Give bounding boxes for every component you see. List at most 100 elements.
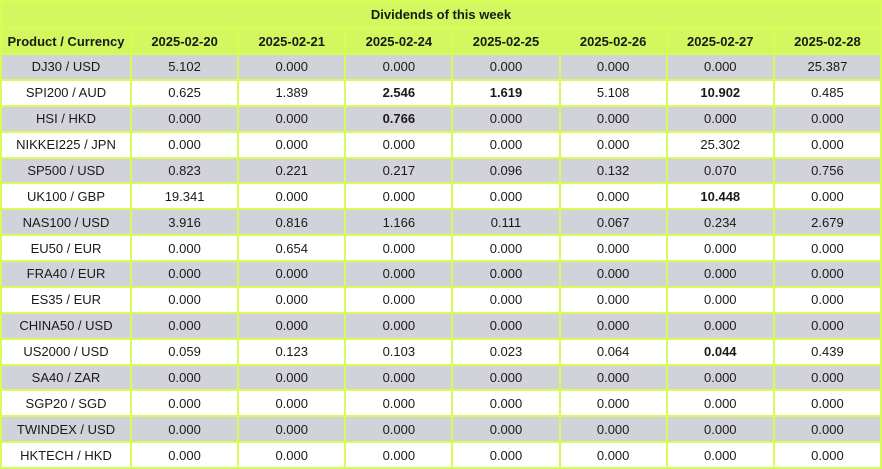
value-cell: 0.000: [558, 389, 668, 418]
value-cell: 0.000: [772, 234, 882, 262]
value-cell: 0.000: [451, 260, 561, 288]
value-cell: 0.000: [451, 441, 561, 469]
product-cell: CHINA50 / USD: [0, 311, 132, 340]
value-cell: 0.000: [558, 285, 668, 314]
value-cell: 0.000: [665, 415, 775, 444]
date-header: 2025-02-25: [451, 27, 561, 55]
value-cell: 0.000: [237, 285, 347, 314]
value-cell: 0.000: [558, 311, 668, 340]
value-cell: 0.044: [665, 337, 775, 366]
value-cell: 0.000: [344, 130, 454, 159]
value-cell: 0.000: [772, 285, 882, 314]
value-cell: 0.064: [558, 337, 668, 366]
value-cell: 0.059: [129, 337, 240, 366]
table-row: HSI / HKD 0.000 0.000 0.766 0.000 0.000 0.000 0…: [0, 104, 882, 133]
title-row: Dividends of this week: [0, 0, 882, 29]
value-cell: 0.217: [344, 156, 454, 185]
table-row: HKTECH / HKD 0.000 0.000 0.000 0.000 0.000 0.0…: [0, 441, 882, 469]
value-cell: 0.000: [558, 130, 668, 159]
value-cell: 0.000: [237, 182, 347, 211]
value-cell: 0.000: [237, 415, 347, 444]
value-cell: 1.166: [344, 208, 454, 237]
value-cell: 0.000: [451, 234, 561, 262]
product-cell: SP500 / USD: [0, 156, 132, 185]
value-cell: 0.000: [344, 234, 454, 262]
value-cell: 0.816: [237, 208, 347, 237]
value-cell: 0.000: [129, 234, 240, 262]
product-cell: HSI / HKD: [0, 104, 132, 133]
table-row: TWINDEX / USD 0.000 0.000 0.000 0.000 0.000 0.…: [0, 415, 882, 444]
value-cell: 0.000: [558, 104, 668, 133]
value-cell: 10.448: [665, 182, 775, 211]
date-header: 2025-02-26: [558, 27, 668, 55]
value-cell: 0.000: [665, 363, 775, 392]
value-cell: 2.679: [772, 208, 882, 237]
value-cell: 0.485: [772, 78, 882, 107]
value-cell: 0.000: [237, 389, 347, 418]
value-cell: 0.000: [129, 363, 240, 392]
value-cell: 0.000: [237, 104, 347, 133]
value-cell: 0.000: [558, 260, 668, 288]
value-cell: 0.000: [665, 311, 775, 340]
value-cell: 0.000: [665, 389, 775, 418]
value-cell: 0.000: [772, 415, 882, 444]
value-cell: 0.000: [129, 104, 240, 133]
product-cell: SGP20 / SGD: [0, 389, 132, 418]
product-cell: TWINDEX / USD: [0, 415, 132, 444]
table-row: DJ30 / USD 5.102 0.000 0.000 0.000 0.000 0.000…: [0, 53, 882, 81]
product-cell: FRA40 / EUR: [0, 260, 132, 288]
value-cell: 0.000: [558, 441, 668, 469]
value-cell: 0.000: [237, 363, 347, 392]
value-cell: 0.000: [772, 182, 882, 211]
value-cell: 0.000: [451, 53, 561, 81]
date-header: 2025-02-24: [344, 27, 454, 55]
table-row: SGP20 / SGD 0.000 0.000 0.000 0.000 0.000 0.00…: [0, 389, 882, 418]
value-cell: 10.902: [665, 78, 775, 107]
value-cell: 0.234: [665, 208, 775, 237]
date-header: 2025-02-28: [772, 27, 882, 55]
value-cell: 0.439: [772, 337, 882, 366]
product-cell: EU50 / EUR: [0, 234, 132, 262]
table-body: DJ30 / USD 5.102 0.000 0.000 0.000 0.000 0.000…: [0, 53, 882, 469]
value-cell: 0.654: [237, 234, 347, 262]
value-cell: 0.000: [451, 363, 561, 392]
value-cell: 0.766: [344, 104, 454, 133]
table-row: SA40 / ZAR 0.000 0.000 0.000 0.000 0.000 0.000…: [0, 363, 882, 392]
product-cell: NAS100 / USD: [0, 208, 132, 237]
value-cell: 0.000: [129, 130, 240, 159]
value-cell: 0.132: [558, 156, 668, 185]
value-cell: 0.625: [129, 78, 240, 107]
value-cell: 0.067: [558, 208, 668, 237]
value-cell: 0.823: [129, 156, 240, 185]
date-header: 2025-02-21: [237, 27, 347, 55]
header-row: Product / Currency 2025-02-20 2025-02-21 2…: [0, 27, 882, 55]
table-row: NIKKEI225 / JPN 0.000 0.000 0.000 0.000 0.000…: [0, 130, 882, 159]
table-row: UK100 / GBP 19.341 0.000 0.000 0.000 0.000 10.…: [0, 182, 882, 211]
value-cell: 0.000: [451, 182, 561, 211]
value-cell: 0.070: [665, 156, 775, 185]
value-cell: 0.111: [451, 208, 561, 237]
value-cell: 0.000: [772, 363, 882, 392]
value-cell: 0.000: [237, 130, 347, 159]
value-cell: 0.000: [772, 441, 882, 469]
value-cell: 0.000: [129, 311, 240, 340]
product-cell: US2000 / USD: [0, 337, 132, 366]
value-cell: 0.000: [237, 311, 347, 340]
value-cell: 0.000: [451, 285, 561, 314]
value-cell: 0.000: [558, 234, 668, 262]
value-cell: 0.000: [129, 441, 240, 469]
product-cell: DJ30 / USD: [0, 53, 132, 81]
product-cell: SA40 / ZAR: [0, 363, 132, 392]
table-row: SPI200 / AUD 0.625 1.389 2.546 1.619 5.108 10.…: [0, 78, 882, 107]
value-cell: 0.123: [237, 337, 347, 366]
value-cell: 0.221: [237, 156, 347, 185]
date-header: 2025-02-20: [129, 27, 240, 55]
table-row: FRA40 / EUR 0.000 0.000 0.000 0.000 0.000 0.00…: [0, 260, 882, 288]
value-cell: 0.000: [344, 389, 454, 418]
value-cell: 0.000: [344, 260, 454, 288]
product-cell: NIKKEI225 / JPN: [0, 130, 132, 159]
value-cell: 0.000: [558, 182, 668, 211]
product-cell: ES35 / EUR: [0, 285, 132, 314]
table-row: SP500 / USD 0.823 0.221 0.217 0.096 0.132 0.07…: [0, 156, 882, 185]
